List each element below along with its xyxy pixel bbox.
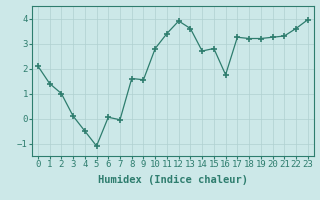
X-axis label: Humidex (Indice chaleur): Humidex (Indice chaleur) <box>98 175 248 185</box>
